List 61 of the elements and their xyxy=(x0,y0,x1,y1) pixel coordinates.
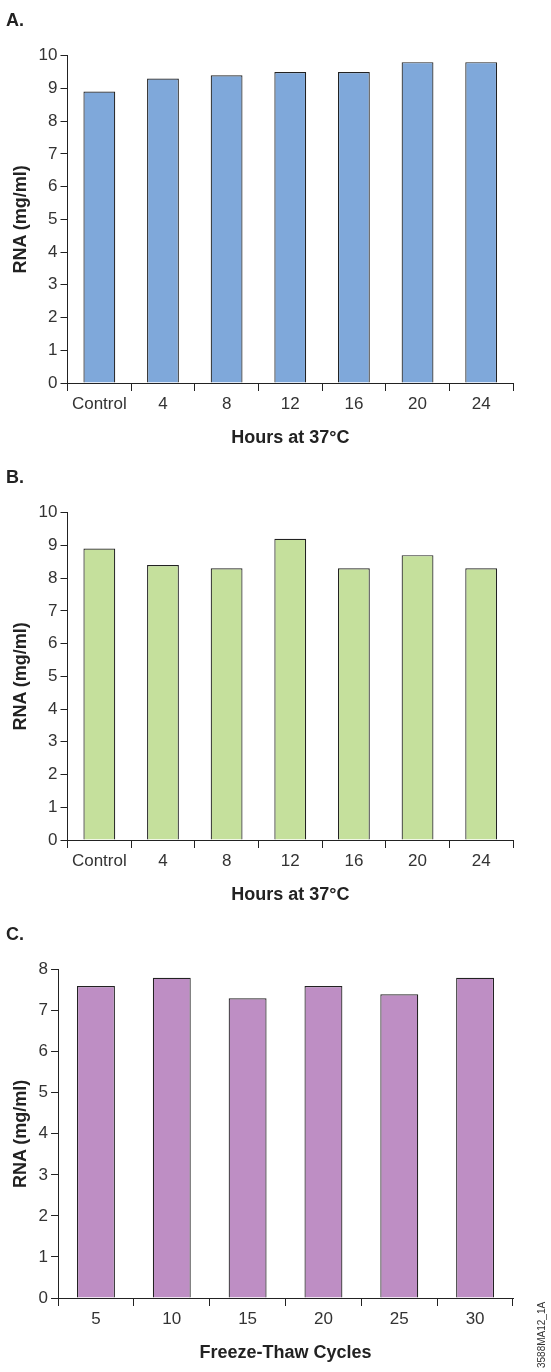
y-tick-label: 8 xyxy=(48,110,58,130)
y-tick-label: 3 xyxy=(38,1164,49,1184)
y-tick-label: 8 xyxy=(48,567,58,587)
x-tick-label: 12 xyxy=(280,850,300,870)
x-tick-label: 20 xyxy=(408,850,427,870)
x-axis-title: Freeze-Thaw Cycles xyxy=(199,1342,372,1363)
x-tick-label: 12 xyxy=(280,393,300,413)
x-tick-label: Control xyxy=(71,850,127,870)
y-tick-label: 9 xyxy=(48,78,58,98)
y-tick-label: 4 xyxy=(48,698,58,718)
y-tick-label: 2 xyxy=(38,1205,49,1225)
y-axis-title: RNA (mg/ml) xyxy=(9,622,30,731)
x-tick-label: 24 xyxy=(471,850,491,870)
text: 3588MA12_1A xyxy=(535,1301,547,1368)
y-tick-label: 6 xyxy=(48,633,58,653)
x-tick-label: 8 xyxy=(221,393,232,413)
y-tick-label: 1 xyxy=(38,1246,49,1266)
chart-title: B. xyxy=(6,466,24,487)
y-tick-label: 7 xyxy=(48,600,58,620)
y-tick-label: 6 xyxy=(48,176,58,196)
x-tick-label: 16 xyxy=(344,393,364,413)
y-tick-label: 3 xyxy=(48,731,58,751)
x-tick-label: 5 xyxy=(91,1308,101,1328)
y-tick-label: 9 xyxy=(48,535,58,555)
y-tick-label: 7 xyxy=(48,143,58,163)
y-tick-label: 2 xyxy=(48,764,58,784)
x-tick-label: 8 xyxy=(221,850,232,870)
x-axis-title: Hours at 37°C xyxy=(231,427,350,448)
y-tick-label: 10 xyxy=(38,502,58,522)
y-tick-label: 7 xyxy=(38,1000,49,1020)
y-tick-label: 1 xyxy=(48,339,58,359)
y-tick-label: 1 xyxy=(48,796,58,816)
y-axis-title: RNA (mg/ml) xyxy=(9,165,30,274)
x-tick-label: 4 xyxy=(158,393,168,413)
y-tick-label: 6 xyxy=(38,1041,49,1061)
x-tick-label: 16 xyxy=(344,850,364,870)
y-tick-label: 0 xyxy=(38,1287,49,1307)
chart-title: A. xyxy=(6,9,24,30)
x-tick-label: 20 xyxy=(408,393,427,413)
y-tick-label: 0 xyxy=(48,372,58,392)
y-axis-title: RNA (mg/ml) xyxy=(9,1079,30,1188)
x-tick-label: Control xyxy=(71,393,127,413)
y-tick-label: 5 xyxy=(48,208,58,228)
chart-title: C. xyxy=(6,923,24,944)
x-tick-label: 4 xyxy=(158,850,168,870)
y-tick-label: 10 xyxy=(38,45,58,65)
x-axis-title: Hours at 37°C xyxy=(231,884,350,905)
x-tick-label: 24 xyxy=(471,393,491,413)
x-tick-label: 25 xyxy=(389,1308,409,1328)
y-tick-label: 3 xyxy=(48,274,58,294)
x-tick-label: 15 xyxy=(238,1308,258,1328)
y-tick-label: 2 xyxy=(48,307,58,327)
y-tick-label: 4 xyxy=(38,1123,49,1143)
y-tick-label: 8 xyxy=(38,959,49,979)
x-tick-label: 20 xyxy=(313,1308,333,1328)
y-tick-label: 4 xyxy=(48,241,58,261)
y-tick-label: 0 xyxy=(48,829,58,849)
y-tick-label: 5 xyxy=(48,665,58,685)
x-tick-label: 30 xyxy=(465,1308,485,1328)
x-tick-label: 10 xyxy=(162,1308,182,1328)
y-tick-label: 5 xyxy=(38,1082,49,1102)
